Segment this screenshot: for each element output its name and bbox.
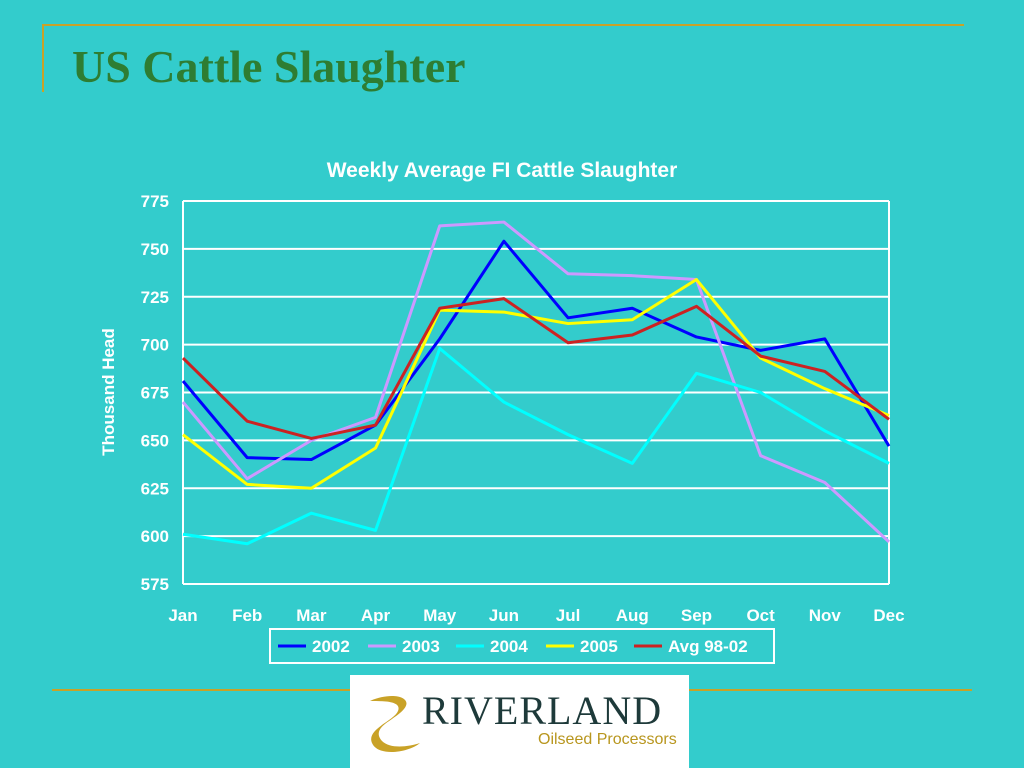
x-tick-label: Oct bbox=[746, 606, 775, 625]
logo-wordmark: RIVERLAND bbox=[422, 688, 663, 733]
y-tick-labels: 575 600 625 650 675 700 725 750 775 bbox=[141, 192, 169, 594]
y-tick-label: 575 bbox=[141, 575, 169, 594]
x-tick-label: Aug bbox=[616, 606, 649, 625]
slide-title: US Cattle Slaughter bbox=[72, 41, 466, 92]
grid-lines bbox=[182, 200, 890, 585]
y-tick-label: 650 bbox=[141, 431, 169, 450]
legend-box bbox=[269, 628, 775, 664]
x-tick-label: Jul bbox=[556, 606, 581, 625]
y-axis-label: Thousand Head bbox=[99, 328, 118, 456]
y-tick-label: 725 bbox=[141, 288, 169, 307]
x-tick-label: Nov bbox=[809, 606, 842, 625]
x-tick-label: Jan bbox=[168, 606, 197, 625]
series-lines bbox=[181, 220, 891, 546]
legend: 2002 2003 2004 2005 Avg 98-02 bbox=[269, 628, 775, 664]
series-line-1 bbox=[181, 220, 891, 543]
x-tick-label: Dec bbox=[873, 606, 904, 625]
y-tick-label: 775 bbox=[141, 192, 169, 211]
x-tick-label: Jun bbox=[489, 606, 519, 625]
line-chart: Weekly Average FI Cattle Slaughter Thous… bbox=[99, 159, 905, 664]
x-tick-label: Sep bbox=[681, 606, 712, 625]
left-rule bbox=[42, 24, 44, 92]
legend-label: 2004 bbox=[490, 637, 528, 656]
chart-title: Weekly Average FI Cattle Slaughter bbox=[327, 159, 678, 182]
y-tick-label: 700 bbox=[141, 336, 169, 355]
top-rule bbox=[42, 24, 964, 26]
x-tick-label: May bbox=[423, 606, 457, 625]
y-tick-label: 600 bbox=[141, 527, 169, 546]
x-tick-labels: Jan Feb Mar Apr May Jun Jul Aug Sep Oct Nov Dec bbox=[168, 606, 904, 625]
legend-label: 2005 bbox=[580, 637, 618, 656]
riverland-logo: RIVERLAND Oilseed Processors bbox=[350, 675, 689, 768]
y-tick-label: 625 bbox=[141, 479, 169, 498]
logo-tagline: Oilseed Processors bbox=[538, 731, 677, 748]
series-line-3 bbox=[182, 278, 890, 490]
legend-label: Avg 98-02 bbox=[668, 637, 748, 656]
x-tick-label: Mar bbox=[296, 606, 327, 625]
legend-label: 2002 bbox=[312, 637, 350, 656]
y-tick-label: 675 bbox=[141, 384, 169, 403]
legend-label: 2003 bbox=[402, 637, 440, 656]
series-line-4 bbox=[181, 297, 890, 440]
series-line-2 bbox=[182, 346, 890, 546]
x-tick-label: Feb bbox=[232, 606, 262, 625]
x-tick-label: Apr bbox=[361, 606, 391, 625]
river-swoosh-icon bbox=[370, 695, 420, 753]
y-tick-label: 750 bbox=[141, 240, 169, 259]
series-line-0 bbox=[181, 239, 891, 462]
